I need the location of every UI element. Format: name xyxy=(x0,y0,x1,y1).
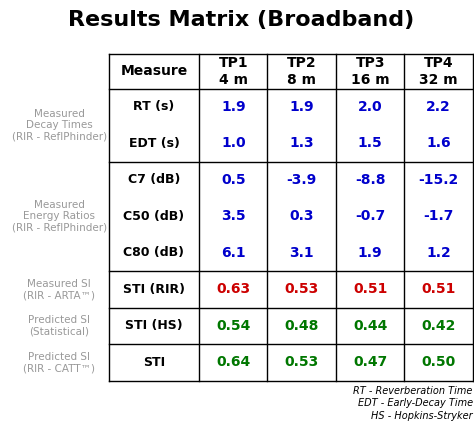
Text: 1.5: 1.5 xyxy=(358,136,383,150)
Text: Predicted SI
(RIR - CATT™): Predicted SI (RIR - CATT™) xyxy=(23,351,95,373)
Text: 0.64: 0.64 xyxy=(216,355,250,369)
Text: 1.9: 1.9 xyxy=(358,246,383,260)
Text: 1.2: 1.2 xyxy=(426,246,451,260)
Text: 1.9: 1.9 xyxy=(221,100,246,114)
Text: -8.8: -8.8 xyxy=(355,173,385,187)
Text: -3.9: -3.9 xyxy=(287,173,317,187)
Text: 1.9: 1.9 xyxy=(290,100,314,114)
Text: 0.53: 0.53 xyxy=(284,282,319,296)
Text: STI (HS): STI (HS) xyxy=(125,319,183,332)
Text: -0.7: -0.7 xyxy=(355,210,385,224)
Text: 2.2: 2.2 xyxy=(426,100,451,114)
Text: 6.1: 6.1 xyxy=(221,246,246,260)
Text: Measure: Measure xyxy=(120,64,188,78)
Text: C7 (dB): C7 (dB) xyxy=(128,173,180,187)
Text: TP2
8 m: TP2 8 m xyxy=(287,56,317,87)
Text: RT (s): RT (s) xyxy=(133,100,174,113)
Text: 0.47: 0.47 xyxy=(353,355,387,369)
Text: -15.2: -15.2 xyxy=(419,173,459,187)
Text: 0.51: 0.51 xyxy=(353,282,387,296)
Text: Measured
Energy Ratios
(RIR - ReflPhinder): Measured Energy Ratios (RIR - ReflPhinde… xyxy=(11,200,107,233)
Text: 0.63: 0.63 xyxy=(216,282,250,296)
Text: STI (RIR): STI (RIR) xyxy=(123,283,185,296)
Text: TP3
16 m: TP3 16 m xyxy=(351,56,390,87)
Text: 3.5: 3.5 xyxy=(221,210,246,224)
Text: 1.3: 1.3 xyxy=(290,136,314,150)
Text: 0.42: 0.42 xyxy=(421,319,456,333)
Text: -1.7: -1.7 xyxy=(423,210,454,224)
Text: 0.53: 0.53 xyxy=(284,355,319,369)
Text: RT - Reverberation Time: RT - Reverberation Time xyxy=(354,386,473,396)
Text: EDT (s): EDT (s) xyxy=(128,137,179,150)
Text: 0.5: 0.5 xyxy=(221,173,246,187)
Text: 0.44: 0.44 xyxy=(353,319,387,333)
Text: C80 (dB): C80 (dB) xyxy=(123,246,184,259)
Text: 0.51: 0.51 xyxy=(421,282,456,296)
Text: 0.3: 0.3 xyxy=(290,210,314,224)
Text: 1.6: 1.6 xyxy=(426,136,451,150)
Text: HS - Hopkins-Stryker: HS - Hopkins-Stryker xyxy=(371,411,473,421)
Text: 1.0: 1.0 xyxy=(221,136,246,150)
Text: C50 (dB): C50 (dB) xyxy=(123,210,184,223)
Text: 0.48: 0.48 xyxy=(284,319,319,333)
Text: 0.50: 0.50 xyxy=(421,355,456,369)
Text: EDT - Early-Decay Time: EDT - Early-Decay Time xyxy=(358,398,473,408)
Text: Measured
Decay Times
(RIR - ReflPhinder): Measured Decay Times (RIR - ReflPhinder) xyxy=(11,108,107,142)
Text: Predicted SI
(Statistical): Predicted SI (Statistical) xyxy=(28,315,90,337)
Text: 2.0: 2.0 xyxy=(358,100,383,114)
Text: STI: STI xyxy=(143,356,165,369)
Text: Measured SI
(RIR - ARTA™): Measured SI (RIR - ARTA™) xyxy=(23,278,95,300)
Text: 0.54: 0.54 xyxy=(216,319,250,333)
Text: TP4
32 m: TP4 32 m xyxy=(419,56,458,87)
Text: Results Matrix (Broadband): Results Matrix (Broadband) xyxy=(67,10,414,30)
Text: TP1
4 m: TP1 4 m xyxy=(219,56,248,87)
Text: 3.1: 3.1 xyxy=(290,246,314,260)
